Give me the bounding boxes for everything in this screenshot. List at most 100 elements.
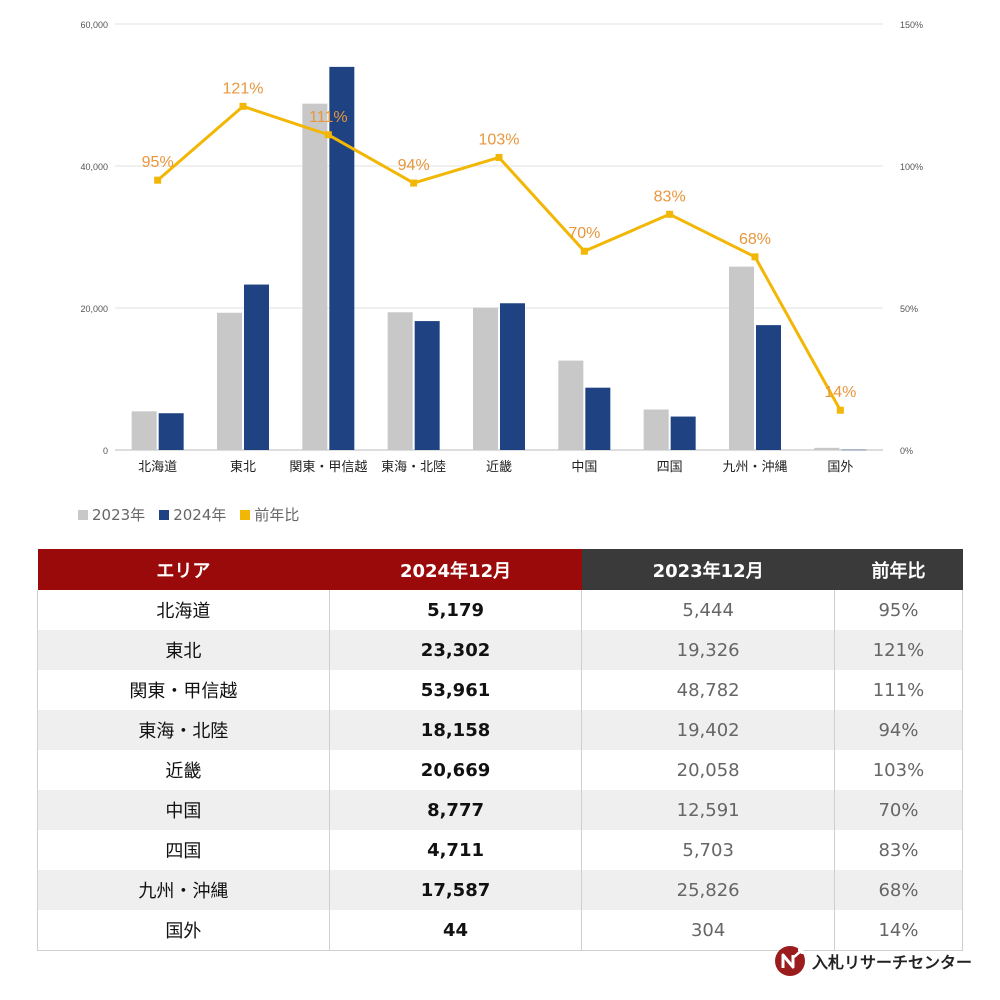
cell-ratio: 95% xyxy=(834,590,964,630)
cell-ratio: 70% xyxy=(834,790,964,830)
x-tick-label: 近畿 xyxy=(486,460,512,475)
bar-2024年 xyxy=(841,449,867,451)
y2-tick-label: 50% xyxy=(900,304,918,314)
legend-label-2024: 2024年 xyxy=(173,506,227,524)
cell-2023: 20,058 xyxy=(581,750,835,790)
legend-item-ratio: 前年比 xyxy=(240,504,299,525)
x-tick-label: 東海・北陸 xyxy=(381,459,446,475)
bar-2024年 xyxy=(244,284,269,450)
table-row: 関東・甲信越 53,961 48,782 111% xyxy=(37,670,964,710)
x-tick-label: 関東・甲信越 xyxy=(289,459,367,475)
legend-swatch-ratio xyxy=(240,509,251,520)
chart-legend: 2023年 2024年 前年比 xyxy=(78,504,299,525)
bar-2023年 xyxy=(131,411,157,450)
cell-area: 東北 xyxy=(37,630,330,670)
cell-ratio: 103% xyxy=(834,750,964,790)
y-tick-label: 20,000 xyxy=(80,304,108,314)
ratio-point xyxy=(666,210,674,218)
table-row: 九州・沖縄 17,587 25,826 68% xyxy=(37,870,964,910)
ratio-point xyxy=(495,153,503,161)
cell-area: 近畿 xyxy=(37,750,330,790)
ratio-point xyxy=(410,179,418,187)
ratio-data-label: 95% xyxy=(142,154,174,171)
cell-2024: 53,961 xyxy=(329,670,583,710)
ratio-point xyxy=(836,406,844,414)
cell-area: 中国 xyxy=(37,790,330,830)
header-ratio: 前年比 xyxy=(834,549,963,590)
legend-swatch-2024 xyxy=(159,509,170,520)
header-area: エリア xyxy=(37,549,330,590)
bar-2024年 xyxy=(756,325,781,450)
brand-logo: 入札リサーチセンター xyxy=(774,945,972,977)
ratio-data-label: 68% xyxy=(739,231,771,248)
table-row: 中国 8,777 12,591 70% xyxy=(37,790,964,830)
ratio-point xyxy=(239,102,247,110)
cell-2023: 5,703 xyxy=(581,830,835,870)
table-row: 北海道 5,179 5,444 95% xyxy=(37,590,964,630)
cell-2023: 5,444 xyxy=(581,590,835,630)
legend-item-2023: 2023年 xyxy=(78,504,145,525)
cell-2024: 20,669 xyxy=(329,750,583,790)
x-tick-label: 東北 xyxy=(230,459,256,475)
data-table: エリア 2024年12月 2023年12月 前年比 北海道 5,179 5,44… xyxy=(37,549,964,951)
legend-label-2023: 2023年 xyxy=(92,506,146,524)
bar-2024年 xyxy=(585,387,611,450)
ratio-point xyxy=(751,253,759,261)
y-tick-label: 0 xyxy=(103,446,108,456)
legend-label-ratio: 前年比 xyxy=(254,506,300,524)
table-row: 東海・北陸 18,158 19,402 94% xyxy=(37,710,964,750)
cell-area: 国外 xyxy=(37,910,330,951)
cell-2024: 44 xyxy=(329,910,583,951)
cell-area: 北海道 xyxy=(37,590,330,630)
x-tick-label: 国外 xyxy=(827,460,853,475)
bar-2023年 xyxy=(814,447,840,450)
bar-2024年 xyxy=(329,66,355,451)
ratio-point xyxy=(154,176,162,184)
header-2023: 2023年12月 xyxy=(581,549,835,590)
ratio-data-label: 111% xyxy=(309,109,348,126)
table-row: 東北 23,302 19,326 121% xyxy=(37,630,964,670)
bar-2023年 xyxy=(729,266,754,450)
x-tick-label: 中国 xyxy=(571,460,597,475)
y2-tick-label: 0% xyxy=(900,446,913,456)
cell-2023: 25,826 xyxy=(581,870,835,910)
cell-ratio: 68% xyxy=(834,870,964,910)
y-tick-label: 60,000 xyxy=(80,20,108,30)
y2-tick-label: 150% xyxy=(900,20,923,30)
bar-2023年 xyxy=(643,409,669,450)
ratio-data-label: 121% xyxy=(223,80,264,97)
ratio-point xyxy=(580,247,588,255)
cell-ratio: 121% xyxy=(834,630,964,670)
cell-2024: 5,179 xyxy=(329,590,583,630)
cell-area: 関東・甲信越 xyxy=(37,670,330,710)
legend-swatch-2023 xyxy=(78,509,88,520)
brand-logo-text: 入札リサーチセンター xyxy=(812,953,973,972)
cell-area: 九州・沖縄 xyxy=(37,870,330,910)
cell-2024: 18,158 xyxy=(329,710,583,750)
cell-2023: 304 xyxy=(581,910,835,951)
cell-2023: 19,402 xyxy=(581,710,835,750)
table-header-row: エリア 2024年12月 2023年12月 前年比 xyxy=(37,549,963,590)
table-row: 近畿 20,669 20,058 103% xyxy=(37,750,964,790)
bar-2024年 xyxy=(414,321,440,450)
ratio-data-label: 83% xyxy=(654,188,686,205)
bar-2023年 xyxy=(217,312,242,450)
ratio-data-label: 94% xyxy=(398,157,430,174)
table-row: 国外 44 304 14% xyxy=(37,910,964,951)
x-tick-label: 九州・沖縄 xyxy=(722,460,787,475)
cell-ratio: 83% xyxy=(834,830,964,870)
legend-item-2024: 2024年 xyxy=(159,504,226,525)
chart-svg: 0 20,000 40,000 60,000 0% 50% 100% 150% 北海道 東北 関東・… xyxy=(80,20,923,475)
cell-ratio: 14% xyxy=(834,910,964,951)
header-2024: 2024年12月 xyxy=(329,549,582,590)
ratio-data-label: 14% xyxy=(824,384,856,401)
y2-tick-label: 100% xyxy=(900,162,923,172)
bar-2023年 xyxy=(302,103,328,450)
cell-area: 東海・北陸 xyxy=(37,710,330,750)
x-tick-label: 四国 xyxy=(657,460,683,475)
cell-2024: 17,587 xyxy=(329,870,583,910)
brand-logo-icon xyxy=(775,946,805,976)
cell-2023: 48,782 xyxy=(581,670,835,710)
cell-ratio: 94% xyxy=(834,710,964,750)
cell-2023: 19,326 xyxy=(581,630,835,670)
